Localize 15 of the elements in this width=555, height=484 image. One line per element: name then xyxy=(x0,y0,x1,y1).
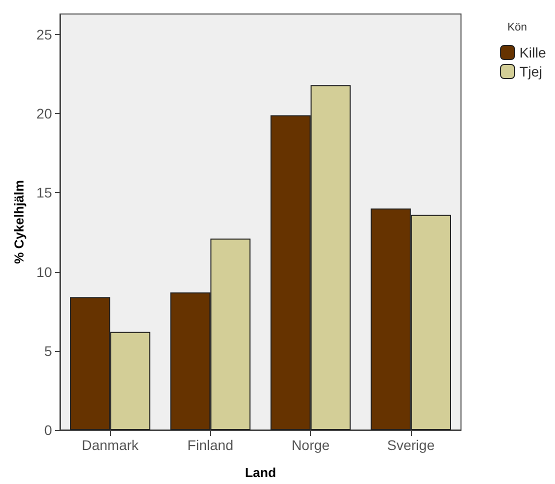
y-axis-title: % Cykelhjälm xyxy=(12,180,27,264)
y-tick-label: 25 xyxy=(36,26,52,43)
x-tick-label: Finland xyxy=(187,437,234,453)
y-tick-label: 0 xyxy=(44,422,52,438)
y-tick-label: 20 xyxy=(36,106,52,122)
legend-label: Kille xyxy=(520,44,546,60)
x-tick-label: Danmark xyxy=(82,437,140,453)
legend-title: Kön xyxy=(507,22,528,34)
x-tick-label: Sverige xyxy=(387,437,435,453)
legend-label: Tjej xyxy=(520,64,542,80)
y-tick-label: 5 xyxy=(44,342,52,359)
y-tick-label: 15 xyxy=(36,184,52,201)
x-tick-label: Norge xyxy=(292,437,330,453)
y-tick-label: 10 xyxy=(36,264,52,280)
x-axis-title: Land xyxy=(244,465,276,480)
